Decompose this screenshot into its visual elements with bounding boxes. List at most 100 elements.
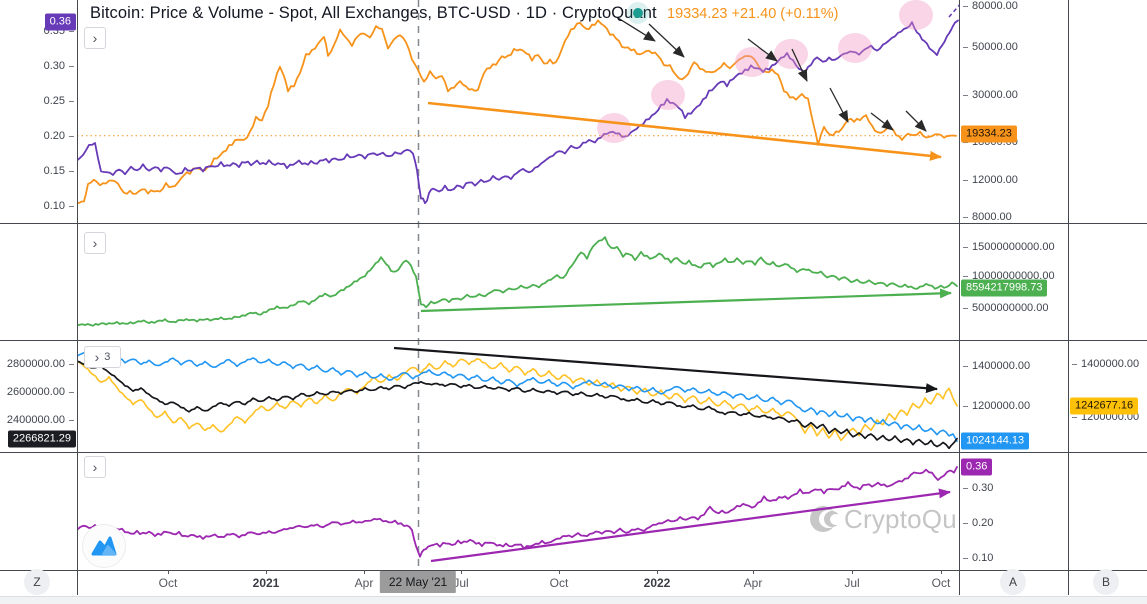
axis-tick-label: 0.15 (44, 165, 74, 177)
annotation-arrow[interactable] (648, 23, 685, 58)
timezone-label: Z (33, 575, 41, 589)
mountain-chart-icon (91, 536, 117, 556)
annotation-arrow[interactable] (905, 110, 927, 132)
line-series-black-series (77, 360, 958, 450)
timebar-divider (0, 570, 1147, 571)
axis-tick-label: 0.25 (44, 95, 74, 107)
time-axis-label: Apr (354, 576, 374, 590)
axis-tick-label: 1400000.00 (1072, 358, 1139, 370)
right-price-scale-2[interactable]: 1400000.00 1200000.00 1242677.16 (1069, 0, 1147, 595)
bottom-strip (0, 596, 1147, 604)
axis-tick-label: 50000.00 (963, 41, 1018, 53)
data-status-icon[interactable] (627, 2, 649, 24)
left-scale-border (77, 0, 78, 595)
highlight-circle (774, 39, 808, 69)
last-price-quote: 19334.23 +21.40 (+0.11%) (667, 6, 839, 22)
time-tick (168, 570, 169, 574)
axis-tick-label: 5000000000.00 (963, 302, 1048, 314)
scale-a-button[interactable]: A (1000, 569, 1026, 595)
time-axis[interactable]: Oct 2021 Apr Jul Oct 2022 Apr Jul Oct 22 May '21 (0, 570, 1147, 595)
highlight-circle (597, 113, 631, 143)
series-count-label: 3 (104, 351, 111, 363)
right-price-scale[interactable]: 80000.0050000.0030000.0018000.0012000.00… (960, 0, 1068, 595)
line-series-spot-volume (77, 236, 958, 327)
axis-tick-label: 1200000.00 (963, 400, 1030, 412)
chevron-right-icon: › (92, 30, 98, 46)
watermark: CryptoQuant (810, 501, 958, 537)
panel-divider[interactable] (0, 340, 1147, 341)
timezone-button[interactable]: Z (24, 569, 50, 595)
time-tick (364, 570, 365, 574)
axis-tick-label: 2800000.00 (7, 358, 74, 370)
crosshair-date-badge: 22 May '21 (379, 571, 457, 593)
highlight-circle (838, 33, 872, 63)
axis-tick-label: 2600000.00 (7, 386, 74, 398)
axis-tick-label: 0.30 (44, 60, 74, 72)
trendline-arrow[interactable] (420, 288, 952, 313)
axis-tick-label: 1400000.00 (963, 360, 1030, 372)
line-series-btc-usd-price (77, 19, 957, 205)
time-tick (559, 570, 560, 574)
axis-tick-label: 0.30 (963, 482, 993, 494)
panel-1-expand-button[interactable]: › (84, 27, 106, 49)
panel-4-expand-button[interactable]: › (84, 456, 106, 478)
annotation-arrow[interactable] (829, 87, 849, 123)
axis-value-badge: 0.36 (961, 458, 993, 476)
time-tick (266, 570, 267, 574)
chevron-right-icon: › (92, 459, 98, 475)
panel-logo-chip[interactable] (82, 524, 126, 568)
scale-b-button[interactable]: B (1093, 569, 1119, 595)
axis-value-badge: 19334.23 (961, 125, 1017, 143)
time-axis-label: Oct (931, 576, 951, 590)
axis-value-badge: 8594217998.73 (961, 279, 1048, 297)
time-tick (753, 570, 754, 574)
line-series-magenta-ratio (77, 466, 958, 558)
panel-divider[interactable] (0, 223, 1147, 224)
axis-tick-label: 0.10 (44, 200, 74, 212)
projection-dash (948, 4, 959, 18)
highlight-circle (651, 80, 685, 110)
axis-value-badge: 1024144.13 (961, 432, 1030, 450)
time-tick (852, 570, 853, 574)
watermark-text: CryptoQuant (844, 503, 958, 534)
trendline-arrow[interactable] (393, 346, 938, 394)
time-axis-label: 2022 (643, 576, 671, 590)
annotation-arrow[interactable] (747, 38, 778, 62)
trendline-arrow[interactable] (430, 488, 951, 563)
time-axis-label: 2021 (252, 576, 280, 590)
scale-b-label: B (1101, 575, 1110, 589)
time-axis-label: Oct (158, 576, 178, 590)
annotation-arrow[interactable] (617, 17, 656, 42)
axis-value-badge: 1242677.16 (1070, 397, 1139, 415)
axis-tick-label: 2400000.00 (7, 414, 74, 426)
axis-value-badge: 2266821.29 (7, 430, 76, 448)
axis-tick-label: 12000.00 (963, 174, 1018, 186)
axis-tick-label: 15000000000.00 (963, 241, 1055, 253)
time-tick (657, 570, 658, 574)
chart-title: Bitcoin: Price & Volume - Spot, All Exch… (90, 4, 657, 22)
panel-2-expand-button[interactable]: › (84, 232, 106, 254)
panel-3-expand-button[interactable]: › 3 (84, 346, 121, 368)
annotation-arrow[interactable] (870, 112, 894, 131)
cryptoquant-logo-icon (810, 504, 842, 534)
scale-a-label: A (1008, 575, 1017, 589)
time-axis-label: Jul (453, 576, 469, 590)
axis-tick-label: 30000.00 (963, 89, 1018, 101)
trendline-arrow[interactable] (427, 101, 942, 161)
chevron-right-icon: › (94, 349, 100, 365)
left-price-scale[interactable]: 0.35 0.30 0.25 0.20 0.15 0.10 0.36 2800000.00 26… (0, 0, 77, 595)
highlight-circle (899, 0, 933, 30)
axis-tick-label: 80000.00 (963, 0, 1018, 12)
chevron-right-icon: › (92, 235, 98, 251)
axis-tick-label: 0.10 (963, 552, 993, 564)
line-series-purple-ratio (77, 19, 959, 205)
axis-tick-label: 0.20 (963, 517, 993, 529)
axis-tick-label: 10000000000.00 (963, 270, 1055, 282)
annotation-arrow[interactable] (791, 48, 808, 82)
highlight-circle (735, 47, 769, 77)
axis-tick-label: 0.20 (44, 130, 74, 142)
panel-divider[interactable] (0, 452, 1147, 453)
line-series-blue-series (77, 351, 958, 443)
